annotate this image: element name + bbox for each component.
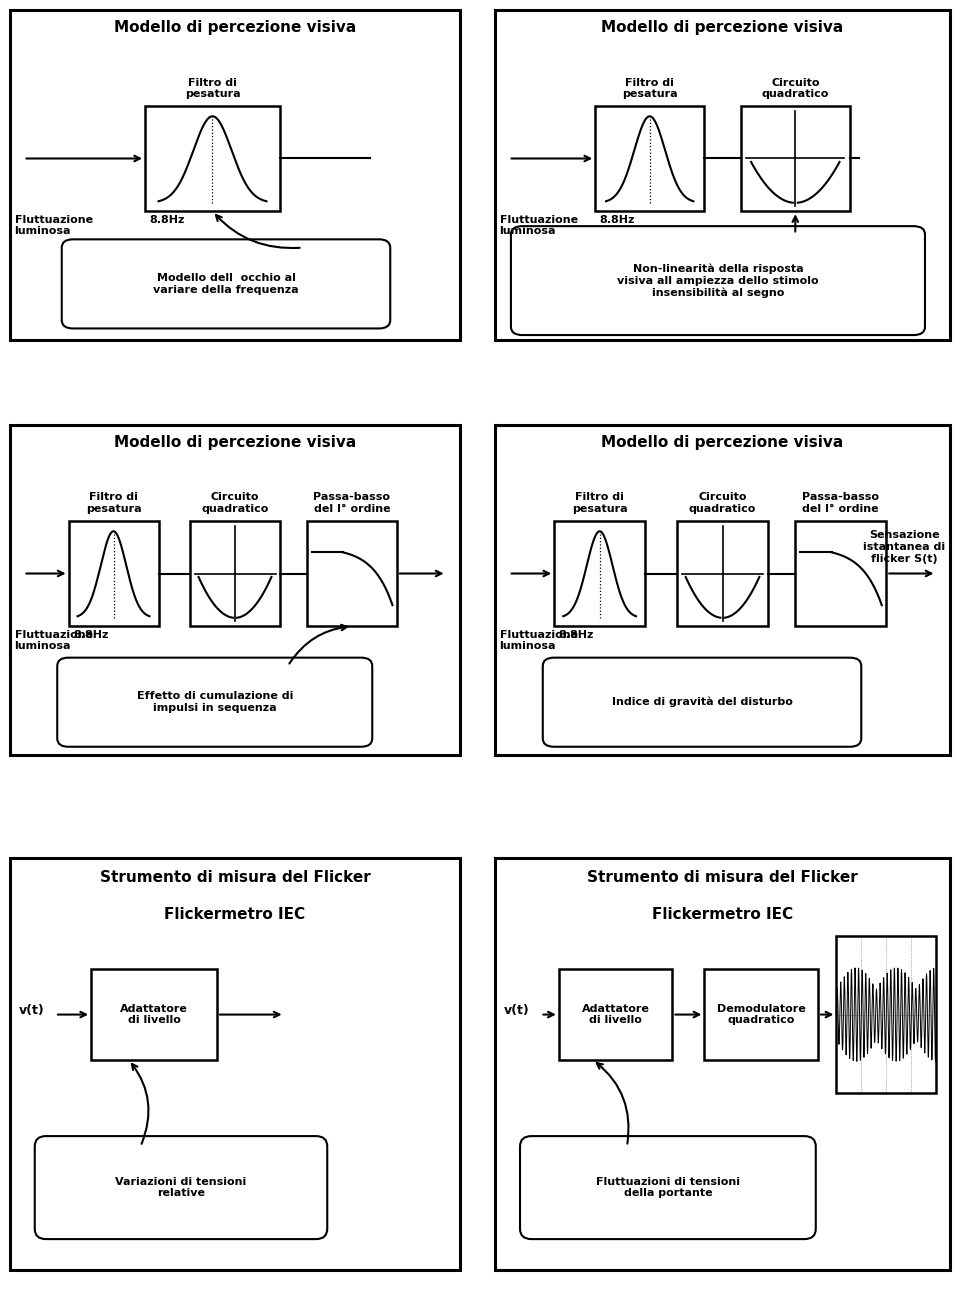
Bar bbox=[595, 106, 705, 211]
Bar bbox=[91, 969, 217, 1059]
Bar bbox=[145, 106, 280, 211]
Text: Passa-basso
del I° ordine: Passa-basso del I° ordine bbox=[314, 492, 391, 514]
Text: Non-linearità della risposta
visiva all ampiezza dello stimolo
insensibilità al : Non-linearità della risposta visiva all … bbox=[617, 263, 819, 298]
Text: Fluttuazione
luminosa: Fluttuazione luminosa bbox=[499, 215, 578, 236]
Bar bbox=[677, 521, 768, 627]
Text: Filtro di
pesatura: Filtro di pesatura bbox=[572, 492, 628, 514]
Text: Fluttuazioni di tensioni
della portante: Fluttuazioni di tensioni della portante bbox=[596, 1177, 740, 1198]
Text: Circuito
quadratico: Circuito quadratico bbox=[202, 492, 269, 514]
Text: Adattatore
di livello: Adattatore di livello bbox=[120, 1004, 188, 1026]
Text: Passa-basso
del I° ordine: Passa-basso del I° ordine bbox=[803, 492, 879, 514]
Text: Sensazione
istantanea di
flicker S(t): Sensazione istantanea di flicker S(t) bbox=[863, 531, 946, 563]
Text: Modello di percezione visiva: Modello di percezione visiva bbox=[601, 19, 844, 35]
Bar bbox=[741, 106, 850, 211]
Bar bbox=[705, 969, 818, 1059]
Text: Filtro di
pesatura: Filtro di pesatura bbox=[622, 78, 678, 100]
Text: Indice di gravità del disturbo: Indice di gravità del disturbo bbox=[612, 697, 792, 707]
Text: Modello dell  occhio al
variare della frequenza: Modello dell occhio al variare della fre… bbox=[154, 273, 299, 295]
Text: Strumento di misura del Flicker: Strumento di misura del Flicker bbox=[100, 870, 371, 886]
Bar bbox=[559, 969, 672, 1059]
Text: 8.8Hz: 8.8Hz bbox=[73, 629, 108, 640]
Text: Flickermetro IEC: Flickermetro IEC bbox=[652, 908, 793, 922]
Bar bbox=[307, 521, 397, 627]
Text: 8.8Hz: 8.8Hz bbox=[150, 215, 185, 224]
Bar bbox=[68, 521, 158, 627]
Text: Fluttuazione
luminosa: Fluttuazione luminosa bbox=[499, 629, 578, 651]
Text: Strumento di misura del Flicker: Strumento di misura del Flicker bbox=[588, 870, 858, 886]
Text: Effetto di cumulazione di
impulsi in sequenza: Effetto di cumulazione di impulsi in seq… bbox=[136, 692, 293, 714]
Text: 8.8Hz: 8.8Hz bbox=[559, 629, 594, 640]
Text: Filtro di
pesatura: Filtro di pesatura bbox=[85, 492, 141, 514]
Bar bbox=[190, 521, 280, 627]
Text: v(t): v(t) bbox=[504, 1004, 530, 1017]
Text: v(t): v(t) bbox=[19, 1004, 45, 1017]
Text: 8.8Hz: 8.8Hz bbox=[600, 215, 635, 224]
Text: Flickermetro IEC: Flickermetro IEC bbox=[164, 908, 305, 922]
Text: Circuito
quadratico: Circuito quadratico bbox=[761, 78, 829, 100]
Bar bbox=[836, 936, 936, 1093]
Text: Modello di percezione visiva: Modello di percezione visiva bbox=[601, 435, 844, 449]
Text: Adattatore
di livello: Adattatore di livello bbox=[582, 1004, 650, 1026]
Text: Variazioni di tensioni
relative: Variazioni di tensioni relative bbox=[115, 1177, 247, 1198]
Text: Fluttuazione
luminosa: Fluttuazione luminosa bbox=[14, 215, 92, 236]
Text: Circuito
quadratico: Circuito quadratico bbox=[689, 492, 756, 514]
Text: Demodulatore
quadratico: Demodulatore quadratico bbox=[717, 1004, 805, 1026]
Bar bbox=[554, 521, 645, 627]
Text: Modello di percezione visiva: Modello di percezione visiva bbox=[114, 19, 356, 35]
Text: Fluttuazione
luminosa: Fluttuazione luminosa bbox=[14, 629, 92, 651]
Bar bbox=[795, 521, 886, 627]
Text: Filtro di
pesatura: Filtro di pesatura bbox=[184, 78, 240, 100]
Text: Modello di percezione visiva: Modello di percezione visiva bbox=[114, 435, 356, 449]
